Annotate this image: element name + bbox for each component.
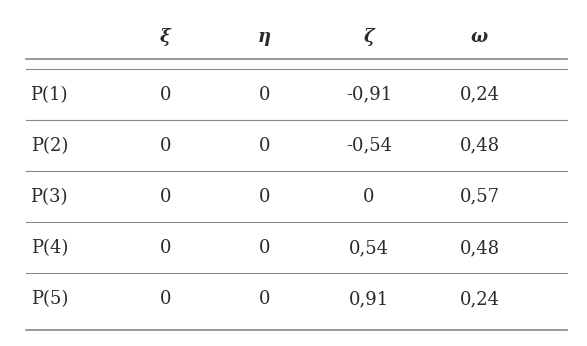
Text: 0,24: 0,24	[460, 86, 500, 104]
Text: 0,24: 0,24	[460, 290, 500, 308]
Text: 0: 0	[259, 290, 270, 308]
Text: 0,91: 0,91	[349, 290, 389, 308]
Text: ξ: ξ	[160, 28, 171, 46]
Text: ζ: ζ	[364, 28, 375, 46]
Text: η: η	[258, 28, 271, 46]
Text: 0: 0	[160, 239, 171, 257]
Text: 0: 0	[160, 137, 171, 155]
Text: 0: 0	[259, 188, 270, 206]
Text: P(4): P(4)	[31, 239, 68, 257]
Text: -0,54: -0,54	[346, 137, 392, 155]
Text: 0: 0	[160, 188, 171, 206]
Text: -0,91: -0,91	[346, 86, 392, 104]
Text: P(2): P(2)	[31, 137, 68, 155]
Text: 0: 0	[259, 137, 270, 155]
Text: P(1): P(1)	[31, 86, 68, 104]
Text: 0,48: 0,48	[460, 137, 500, 155]
Text: 0,57: 0,57	[460, 188, 500, 206]
Text: 0: 0	[259, 239, 270, 257]
Text: 0: 0	[259, 86, 270, 104]
Text: 0: 0	[160, 86, 171, 104]
Text: ω: ω	[471, 28, 488, 46]
Text: P(5): P(5)	[31, 290, 68, 308]
Text: 0,48: 0,48	[460, 239, 500, 257]
Text: 0: 0	[363, 188, 375, 206]
Text: 0: 0	[160, 290, 171, 308]
Text: P(3): P(3)	[31, 188, 68, 206]
Text: 0,54: 0,54	[349, 239, 389, 257]
